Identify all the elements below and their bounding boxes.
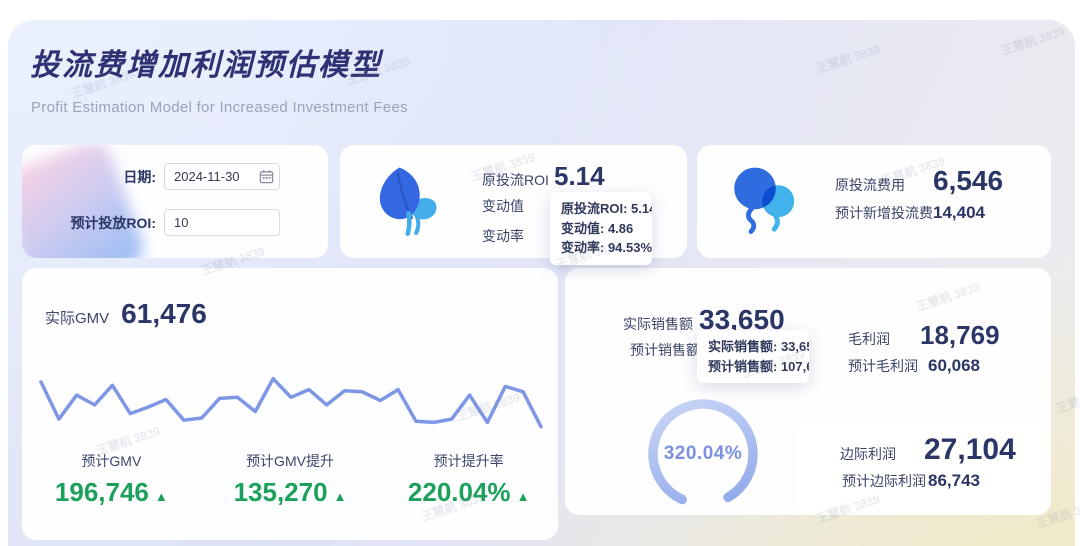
roi-tooltip-line3: 变动率: 94.53%: [561, 240, 652, 255]
gmv-lift-label: 预计GMV提升: [246, 453, 334, 469]
forecast-gmv-value: 196,746 ▲: [54, 477, 168, 507]
gauge-value: 320.04%: [663, 443, 743, 464]
actual-sales-value: 33,650: [699, 304, 785, 335]
planned-roi-input[interactable]: [164, 209, 280, 236]
orig-fee-label: 原投流费用: [835, 177, 905, 193]
change-rate-label: 变动率: [482, 228, 524, 244]
margin-profit-label: 边际利润: [840, 446, 896, 462]
forecast-gmv-block: 预计GMV 196,746 ▲: [22, 451, 201, 508]
leaf-icon: [379, 167, 437, 236]
page-title: 投流费增加利润预估模型: [30, 49, 382, 82]
orig-roi-label: 原投流ROI: [482, 172, 549, 188]
sales-profit-card: 实际销售额 33,650 预计销售额 实际销售额: 33,65 预计销售额: 1…: [565, 268, 1051, 515]
roi-tooltip: 原投流ROI: 5.14 变动值: 4.86 变动率: 94.53%: [550, 192, 652, 265]
gross-profit-label: 毛利润: [848, 331, 890, 347]
planned-roi-input-wrap: [164, 209, 280, 236]
fee-metrics-card: 原投流费用 6,546 预计新增投流费 14,404: [697, 145, 1051, 258]
decorative-gradient-blob: [22, 145, 149, 258]
orig-roi-value: 5.14: [554, 161, 605, 191]
roi-tooltip-line2: 变动值: 4.86: [561, 220, 634, 236]
forecast-margin-profit-value: 86,743: [928, 471, 980, 490]
margin-profit-value: 27,104: [924, 433, 1016, 466]
sales-tooltip-line2: 预计销售额: 107,6: [708, 358, 809, 374]
actual-gmv-label: 实际GMV: [45, 310, 110, 327]
change-value-label: 变动值: [482, 198, 524, 214]
gmv-lift-value: 135,270 ▲: [233, 477, 347, 507]
gmv-stats-row: 预计GMV 196,746 ▲ 预计GMV提升 135,270 ▲ 预计提升率 22…: [22, 451, 558, 508]
sales-tooltip-line1: 实际销售额: 33,65: [708, 339, 809, 354]
balloons-icon: [734, 167, 795, 235]
date-label: 日期:: [123, 168, 156, 185]
calendar-icon[interactable]: [259, 169, 274, 184]
lift-rate-value: 220.04% ▲: [407, 477, 530, 507]
margin-highlight-panel: [797, 420, 1045, 515]
lift-rate-block: 预计提升率 220.04% ▲: [379, 451, 558, 508]
forecast-gross-profit-value: 60,068: [928, 356, 980, 375]
gauge-arc: [648, 399, 758, 509]
planned-roi-label: 预计投放ROI:: [70, 214, 156, 231]
forecast-sales-label: 预计销售额: [630, 342, 700, 358]
forecast-gmv-label: 预计GMV: [81, 453, 142, 469]
roi-metrics-card: 原投流ROI 5.14 变动值 4.86▲ 变动率 原投流ROI: 5.14 变…: [340, 145, 687, 265]
up-triangle-icon: ▲: [333, 489, 347, 504]
actual-gmv-value: 61,476: [121, 298, 207, 329]
actual-sales-label: 实际销售额: [623, 316, 693, 332]
gross-profit-value: 18,769: [920, 320, 1000, 350]
roi-tooltip-line1: 原投流ROI: 5.14: [561, 201, 652, 216]
parameter-form-card: 日期: 预计投放ROI:: [22, 145, 328, 258]
rate-gauge: 320.04%: [643, 394, 763, 514]
up-triangle-icon: ▲: [516, 489, 530, 504]
page-subtitle: Profit Estimation Model for Increased In…: [31, 99, 408, 116]
gmv-card: 实际GMV 61,476 预计GMV 196,746 ▲ 预计GMV提升 135,…: [22, 268, 558, 540]
gmv-sparkline-chart: [39, 376, 543, 429]
new-fee-label: 预计新增投流费: [835, 205, 933, 221]
date-input-wrap: [164, 163, 280, 190]
orig-fee-value: 6,546: [933, 165, 1004, 196]
lift-rate-label: 预计提升率: [433, 453, 504, 469]
forecast-margin-profit-label: 预计边际利润: [842, 473, 926, 489]
gmv-lift-block: 预计GMV提升 135,270 ▲: [201, 451, 380, 508]
sales-tooltip: 实际销售额: 33,65 预计销售额: 107,6: [697, 330, 809, 383]
up-triangle-icon: ▲: [154, 489, 168, 504]
new-fee-value: 14,404: [933, 203, 985, 222]
forecast-gross-profit-label: 预计毛利润: [848, 358, 918, 374]
